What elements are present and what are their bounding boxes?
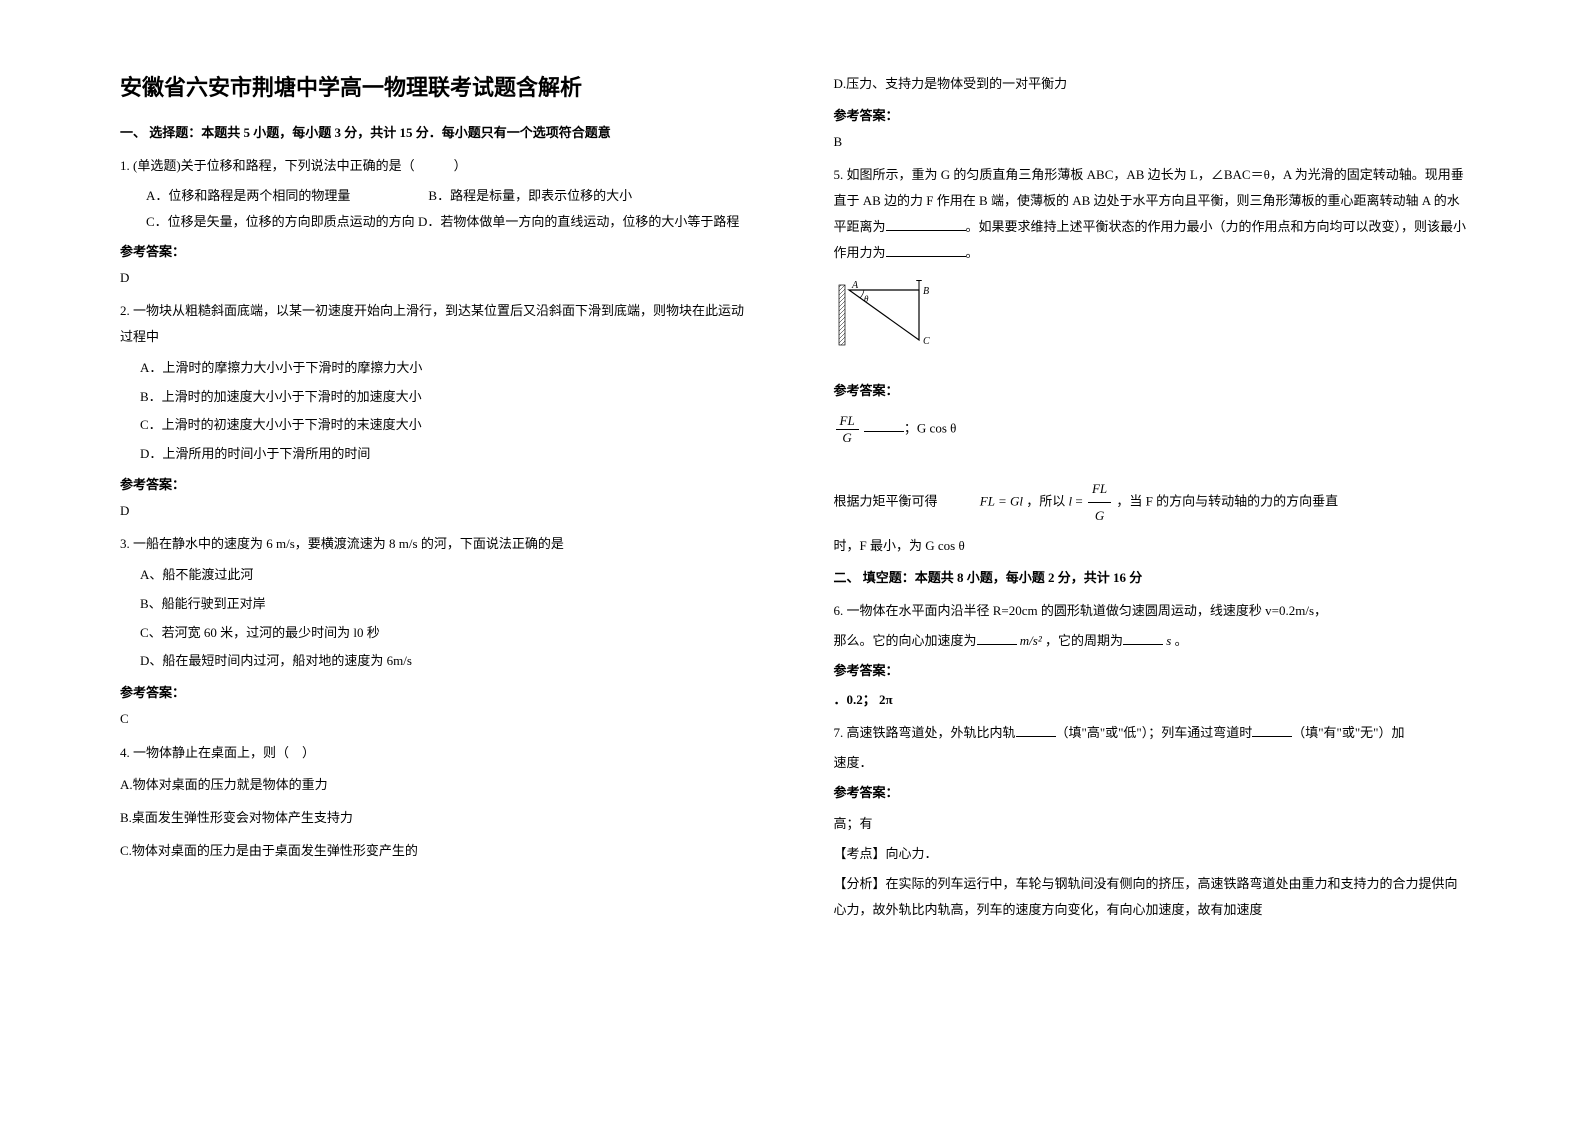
q5-explain4: 时，F 最小，为 G cos θ xyxy=(834,533,1468,559)
q3-answer-label: 参考答案： xyxy=(120,682,754,701)
q6-blank2 xyxy=(1123,631,1163,645)
q4-optC: C.物体对桌面的压力是由于桌面发生弹性形变产生的 xyxy=(120,837,754,866)
q3-optC: C、若河宽 60 米，过河的最少时间为 l0 秒 xyxy=(120,619,754,648)
q5-formula-eq: FL = Gl xyxy=(980,493,1023,508)
q5-answer: FL G ；G cos θ xyxy=(834,413,1468,446)
q5-answer-label: 参考答案： xyxy=(834,380,1468,399)
q7-text2: （填"高"或"低"）；列车通过弯道时 xyxy=(1056,725,1253,740)
q5-frac1-num: FL xyxy=(836,413,859,430)
q5-frac1: FL G xyxy=(836,413,859,446)
triangle-diagram: A F B C θ xyxy=(834,280,964,360)
q4-optB: B.桌面发生弹性形变会对物体产生支持力 xyxy=(120,804,754,833)
q6-text2: 那么。它的向心加速度为 xyxy=(834,633,977,648)
q2-optC: C．上滑时的初速度大小小于下滑时的末速度大小 xyxy=(120,411,754,440)
q4-text: 4. 一物体静止在桌面上，则（ ） xyxy=(120,739,754,768)
q5-explain: 根据力矩平衡可得 FL = Gl ，所以 l = FL G ，当 F 的方向与转… xyxy=(834,476,1468,529)
left-column: 安徽省六安市荆塘中学高一物理联考试题含解析 一、 选择题：本题共 5 小题，每小… xyxy=(100,70,794,1082)
q2-text: 2. 一物块从粗糙斜面底端，以某一初速度开始向上滑行，到达某位置后又沿斜面下滑到… xyxy=(120,298,754,350)
q7-text4: 速度． xyxy=(834,750,1468,776)
q4-optD: D.压力、支持力是物体受到的一对平衡力 xyxy=(834,70,1468,99)
q5-explain2: ，所以 xyxy=(1026,493,1065,508)
q3-text: 3. 一船在静水中的速度为 6 m/s，要横渡流速为 8 m/s 的河，下面说法… xyxy=(120,531,754,557)
q6-text4: 。 xyxy=(1175,633,1188,648)
q1-optD: D．若物体做单一方向的直线运动，位移的大小等于路程 xyxy=(418,214,739,229)
q5-frac2: FL G xyxy=(1088,476,1111,529)
q4-answer: B xyxy=(834,134,1468,150)
q1-optB: B．路程是标量，即表示位移的大小 xyxy=(428,188,632,203)
q6-text2-line: 那么。它的向心加速度为 m/s² ，它的周期为 s 。 xyxy=(834,628,1468,654)
svg-text:θ: θ xyxy=(864,294,869,304)
svg-text:A: A xyxy=(851,280,859,291)
q5-text-part3: 。 xyxy=(966,245,979,260)
q5-ans-suffix: ；G cos θ xyxy=(904,420,956,435)
q5-explain1: 根据力矩平衡可得 xyxy=(834,493,938,508)
q1-optC: C．位移是矢量，位移的方向即质点运动的方向 xyxy=(146,214,415,229)
q7-fenxi: 【分析】在实际的列车运行中，车轮与钢轨间没有侧向的挤压，高速铁路弯道处由重力和支… xyxy=(834,871,1468,923)
right-column: D.压力、支持力是物体受到的一对平衡力 参考答案： B 5. 如图所示，重为 G… xyxy=(794,70,1488,1082)
q2-optB: B．上滑时的加速度大小小于下滑时的加速度大小 xyxy=(120,383,754,412)
q7-answer-label: 参考答案： xyxy=(834,782,1468,801)
q2-answer: D xyxy=(120,503,754,519)
q2-optD: D．上滑所用的时间小于下滑所用的时间 xyxy=(120,440,754,469)
q7-blank1 xyxy=(1016,723,1056,737)
section1-header: 一、 选择题：本题共 5 小题，每小题 3 分，共计 15 分．每小题只有一个选… xyxy=(120,122,754,141)
svg-text:B: B xyxy=(923,286,929,297)
q1-text: 1. (单选题)关于位移和路程，下列说法中正确的是（ ） xyxy=(120,153,754,179)
q5-frac2-num: FL xyxy=(1088,476,1111,503)
q5-text: 5. 如图所示，重为 G 的匀质直角三角形薄板 ABC，AB 边长为 L，∠BA… xyxy=(834,162,1468,266)
q6-text1: 6. 一物体在水平面内沿半径 R=20cm 的圆形轨道做匀速圆周运动，线速度秒 … xyxy=(834,598,1468,624)
page-title: 安徽省六安市荆塘中学高一物理联考试题含解析 xyxy=(120,70,754,102)
q5-frac1-den: G xyxy=(836,430,859,446)
q1-optA: A．位移和路程是两个相同的物理量 xyxy=(146,188,350,203)
q5-explain3: ，当 F 的方向与转动轴的力的方向垂直 xyxy=(1116,493,1338,508)
q2-answer-label: 参考答案： xyxy=(120,474,754,493)
q7-kaodian: 【考点】向心力． xyxy=(834,841,1468,867)
q6-blank1 xyxy=(977,631,1017,645)
q5-var-l: l xyxy=(1069,493,1073,508)
q1-answer: D xyxy=(120,270,754,286)
q3-answer: C xyxy=(120,711,754,727)
svg-text:F: F xyxy=(922,280,930,282)
q7-line1: 7. 高速铁路弯道处，外轨比内轨 （填"高"或"低"）；列车通过弯道时 （填"有"或… xyxy=(834,720,1468,746)
q7-text3: （填"有"或"无"）加 xyxy=(1292,725,1404,740)
q1-options-row1: A．位移和路程是两个相同的物理量 B．路程是标量，即表示位移的大小 xyxy=(120,183,754,209)
q4-answer-label: 参考答案： xyxy=(834,105,1468,124)
q6-answer-label: 参考答案： xyxy=(834,660,1468,679)
q5-ans-blank xyxy=(864,418,904,432)
q7-answer: 高；有 xyxy=(834,811,1468,837)
svg-text:C: C xyxy=(923,336,930,347)
q5-blank1 xyxy=(886,217,966,231)
q7-blank2 xyxy=(1252,723,1292,737)
q1-answer-label: 参考答案： xyxy=(120,241,754,260)
q2-optA: A．上滑时的摩擦力大小小于下滑时的摩擦力大小 xyxy=(120,354,754,383)
q3-optD: D、船在最短时间内过河，船对地的速度为 6m/s xyxy=(120,647,754,676)
q6-unit1: m/s² xyxy=(1020,633,1042,648)
section2-header: 二、 填空题：本题共 8 小题，每小题 2 分，共计 16 分 xyxy=(834,567,1468,586)
q3-optA: A、船不能渡过此河 xyxy=(120,561,754,590)
q7-text1: 7. 高速铁路弯道处，外轨比内轨 xyxy=(834,725,1016,740)
q4-optA: A.物体对桌面的压力就是物体的重力 xyxy=(120,771,754,800)
q5-frac2-den: G xyxy=(1088,503,1111,529)
q6-text3: ，它的周期为 xyxy=(1045,633,1123,648)
q3-optB: B、船能行驶到正对岸 xyxy=(120,590,754,619)
q6-unit2: s xyxy=(1166,633,1171,648)
q5-blank2 xyxy=(886,243,966,257)
q1-options-row2: C．位移是矢量，位移的方向即质点运动的方向 D．若物体做单一方向的直线运动，位移… xyxy=(120,209,754,235)
q6-answer: ．0.2； 2π xyxy=(834,689,1468,708)
